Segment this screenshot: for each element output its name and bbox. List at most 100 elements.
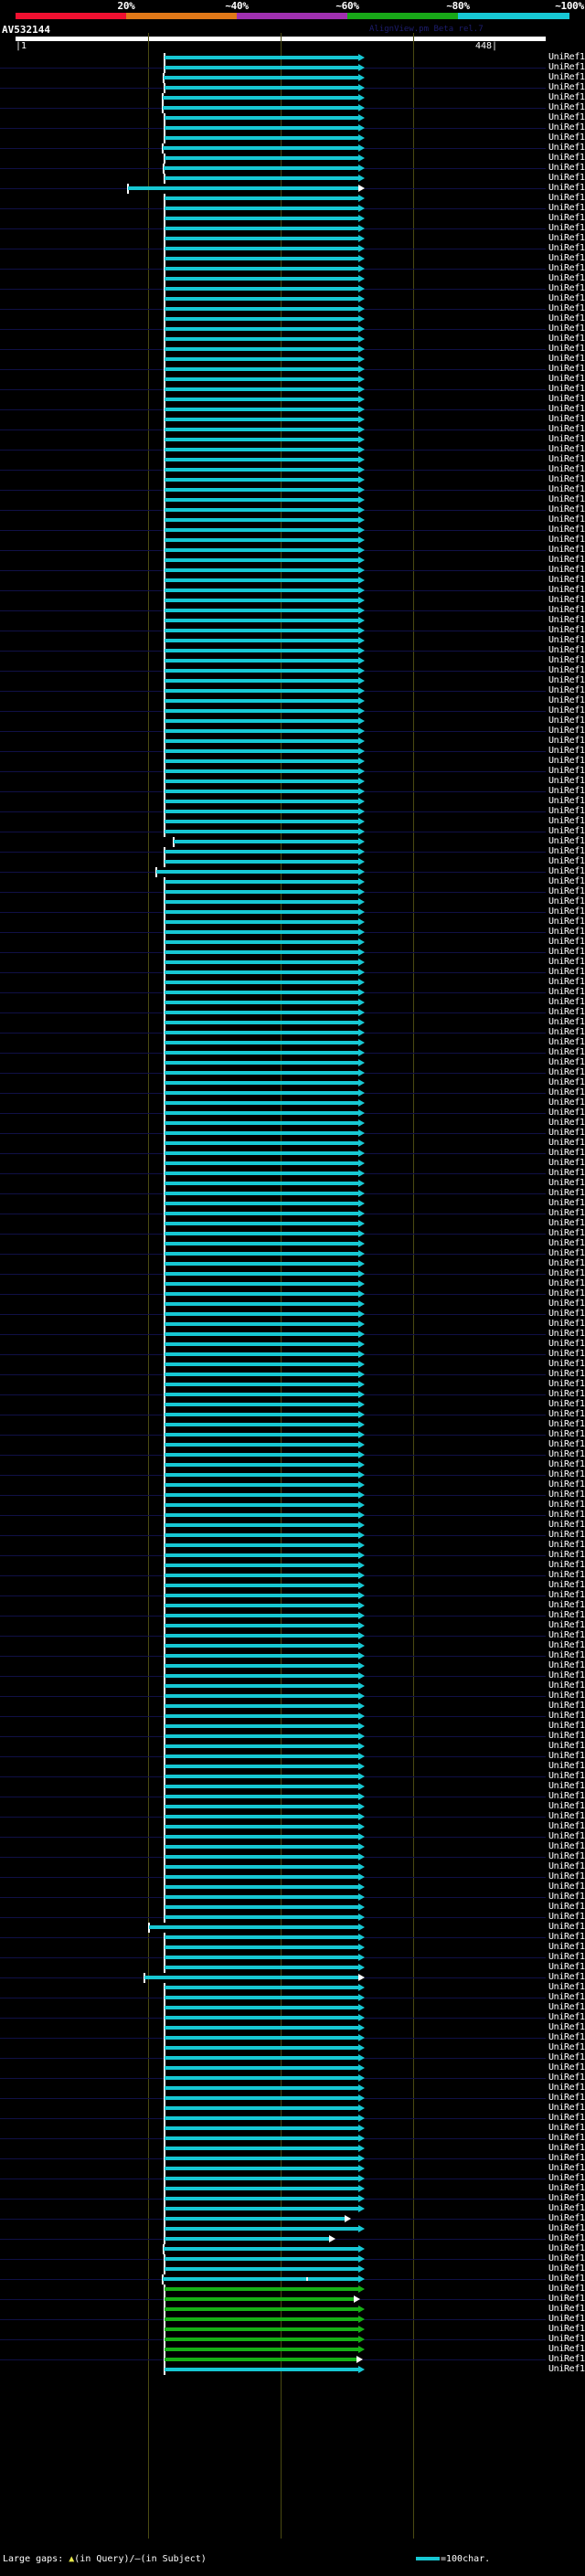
hit-row[interactable]: UniRef100_Q2V327 (0, 283, 585, 294)
hit-accession-label[interactable]: UniRef100_Q39743 (548, 535, 585, 545)
hsp-bar[interactable] (165, 317, 359, 321)
hit-row[interactable]: UniRef100_Q9SQZ6 (0, 1258, 585, 1269)
hit-accession-label[interactable]: UniRef100_Q9SDZ0 (548, 1007, 585, 1017)
hit-accession-label[interactable]: UniRef100_Q95AA4 (548, 1228, 585, 1238)
hit-row[interactable]: UniRef100_P54215 (0, 695, 585, 706)
hsp-bar[interactable] (165, 568, 359, 572)
hsp-bar[interactable] (165, 1011, 359, 1014)
hit-accession-label[interactable]: UniRef100_Q9ZSK9 (548, 1540, 585, 1550)
hsp-bar[interactable] (165, 1986, 359, 1989)
hit-row[interactable]: UniRef100_B3H5S2 (0, 163, 585, 174)
hsp-bar[interactable] (165, 277, 359, 281)
hsp-bar[interactable] (165, 2076, 359, 2080)
hit-accession-label[interactable]: UniRef100_C6SWL2 (548, 303, 585, 313)
hit-row[interactable]: UniRef100_A9PJL4 (0, 836, 585, 847)
hit-accession-label[interactable]: UniRef100_Q9ZSS2 (548, 1027, 585, 1037)
hit-row[interactable]: UniRef100_P07398 (0, 1731, 585, 1742)
hsp-bar[interactable] (165, 860, 359, 864)
hsp-bar[interactable] (165, 1192, 359, 1195)
hsp-bar[interactable] (165, 1111, 359, 1115)
hsp-bar[interactable] (165, 1262, 359, 1266)
hit-row[interactable]: UniRef100_Q9ZSS4 (0, 997, 585, 1008)
hit-accession-label[interactable]: UniRef100_Q9SAM4 (548, 1369, 585, 1379)
hsp-bar[interactable] (165, 930, 359, 934)
hsp-bar[interactable] (165, 1302, 359, 1306)
hsp-bar[interactable] (165, 1151, 359, 1155)
hit-row[interactable]: UniRef100_A7YVW6 (0, 866, 585, 877)
hsp-bar[interactable] (165, 2217, 345, 2221)
hsp-bar[interactable] (165, 2257, 359, 2261)
hsp-bar[interactable] (165, 1724, 359, 1728)
hit-row[interactable]: UniRef100_Q9ZSK9 (0, 1540, 585, 1551)
hit-accession-label[interactable]: UniRef100_B7FM81 (548, 1701, 585, 1711)
hit-accession-label[interactable]: UniRef100_P26607 (548, 1419, 585, 1429)
hit-accession-label[interactable]: UniRef100_B4UR75 (548, 2163, 585, 2173)
hit-row[interactable]: UniRef100_Q5DFT7 (0, 1640, 585, 1651)
hit-row[interactable]: UniRef100_Q6LBP1 (0, 2213, 585, 2224)
hit-row[interactable]: UniRef100_B4UR75 (0, 2163, 585, 2174)
hit-row[interactable]: UniRef100_Q19Z3 (0, 1580, 585, 1591)
hit-accession-label[interactable]: UniRef100_Q2V327 (548, 283, 585, 293)
hit-accession-label[interactable]: UniRef100_P11623 (548, 1821, 585, 1831)
hit-accession-label[interactable]: UniRef100_P10797 (548, 72, 585, 82)
hit-accession-label[interactable]: UniRef100_Q9FEZ5 (548, 1469, 585, 1479)
hsp-bar[interactable] (165, 1272, 359, 1276)
hit-accession-label[interactable]: UniRef100_Q9SAR4 (548, 1097, 585, 1108)
hit-accession-label[interactable]: UniRef100_O9FUL4 (548, 344, 585, 354)
hsp-bar[interactable] (165, 759, 359, 763)
hit-accession-label[interactable]: UniRef100_Q62W17 (548, 1660, 585, 1670)
hit-accession-label[interactable]: UniRef100_Q38793 (548, 2243, 585, 2253)
hsp-bar[interactable] (165, 357, 359, 361)
hit-accession-label[interactable]: UniRef100_Q9LRS4 (548, 977, 585, 987)
hsp-bar[interactable] (165, 1795, 359, 1798)
hit-accession-label[interactable]: UniRef100_Q16031 (548, 1932, 585, 1942)
hsp-bar[interactable] (165, 779, 359, 783)
hit-row[interactable]: UniRef100_A9S577 (0, 2344, 585, 2355)
hit-row[interactable]: UniRef100_Q9SAQ2 (0, 1349, 585, 1360)
hit-row[interactable]: UniRef100_Q9SAM4 (0, 1369, 585, 1380)
hit-row[interactable]: UniRef100_Q1TJ14 (0, 1922, 585, 1933)
hit-row[interactable]: UniRef100_A7LIT5 (0, 193, 585, 204)
hit-row[interactable]: UniRef100_B6RM03 (0, 2012, 585, 2023)
hit-accession-label[interactable]: UniRef100_A0EH46 (548, 1841, 585, 1851)
hsp-bar[interactable] (165, 1322, 359, 1326)
hit-row[interactable]: UniRef100_P26576 (0, 605, 585, 616)
hsp-bar[interactable] (165, 709, 359, 713)
hit-row[interactable]: UniRef100_Q9AU34 (0, 1952, 585, 1963)
hit-accession-label[interactable]: UniRef100_Q9AGJ5 (548, 374, 585, 384)
hsp-bar[interactable] (165, 1765, 359, 1768)
hsp-bar[interactable] (165, 458, 359, 461)
hsp-bar[interactable] (165, 247, 359, 250)
hsp-bar[interactable] (165, 418, 359, 421)
hit-row[interactable]: UniRef100_Q95014 (0, 665, 585, 676)
hit-accession-label[interactable]: UniRef100_Q3ZF10 (548, 1801, 585, 1811)
hit-row[interactable]: UniRef100_Q2QTJ7 (0, 1982, 585, 1993)
hit-accession-label[interactable]: UniRef100_O96360 (548, 1942, 585, 1952)
hit-row[interactable]: UniRef100_P10795 (0, 52, 585, 63)
hit-row[interactable]: UniRef100_Q9SDZ0 (0, 1007, 585, 1018)
hsp-bar[interactable] (165, 2187, 359, 2190)
hit-row[interactable]: UniRef100_Q39747 (0, 444, 585, 455)
hsp-bar[interactable] (165, 1704, 359, 1708)
hit-accession-label[interactable]: UniRef100_O49550 (548, 1288, 585, 1299)
hsp-bar[interactable] (165, 1855, 359, 1859)
hsp-bar[interactable] (163, 2247, 359, 2251)
hit-row[interactable]: UniRef100_O04041 (0, 2032, 585, 2043)
hsp-bar[interactable] (165, 1101, 359, 1105)
hsp-bar[interactable] (165, 1895, 359, 1899)
hit-row[interactable]: UniRef100_Q9SAR4 (0, 1097, 585, 1108)
hsp-bar[interactable] (165, 327, 359, 331)
hit-row[interactable]: UniRef100_P11623 (0, 1821, 585, 1832)
hit-accession-label[interactable]: UniRef100_A9SRS0 (548, 2354, 585, 2364)
hit-row[interactable]: UniRef100_P07522 (0, 1389, 585, 1400)
hit-row[interactable]: UniRef100_Q7XYK6 (0, 2253, 585, 2264)
hsp-bar[interactable] (165, 2046, 359, 2050)
hit-accession-label[interactable]: UniRef100_Q42915 (548, 846, 585, 856)
hsp-bar[interactable] (165, 1443, 359, 1447)
hit-row[interactable]: UniRef100_O2QTJ7 (0, 1570, 585, 1581)
hsp-bar[interactable] (165, 940, 359, 944)
hit-accession-label[interactable]: UniRef100_O47716 (548, 635, 585, 645)
hsp-bar[interactable] (165, 2337, 359, 2341)
hit-row[interactable]: UniRef100_Q9ZWG3 (0, 1741, 585, 1752)
hsp-bar[interactable] (165, 1171, 359, 1175)
